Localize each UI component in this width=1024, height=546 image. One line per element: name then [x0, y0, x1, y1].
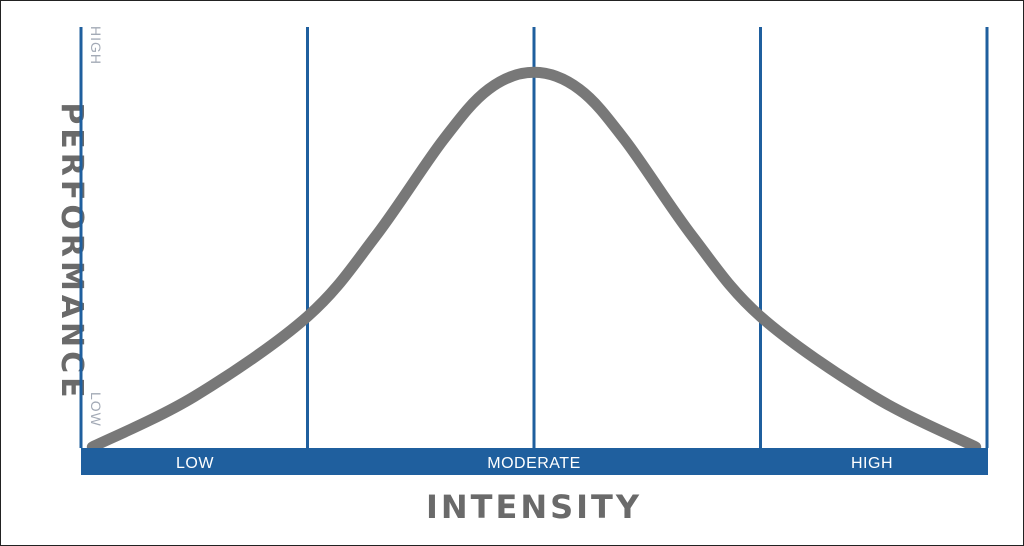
- band-dividers: [79, 27, 989, 448]
- band-label-high: HIGH: [851, 455, 893, 472]
- band-label-moderate: MODERATE: [487, 455, 580, 472]
- y-tick-label-high: HIGH: [88, 26, 104, 65]
- y-axis-title: PERFORMANCE: [54, 102, 89, 401]
- x-axis-title: INTENSITY: [426, 488, 642, 526]
- intensity-band: [81, 448, 988, 475]
- band-label-low: LOW: [176, 455, 214, 472]
- y-tick-label-low: LOW: [88, 392, 104, 427]
- performance-curve: [86, 66, 982, 453]
